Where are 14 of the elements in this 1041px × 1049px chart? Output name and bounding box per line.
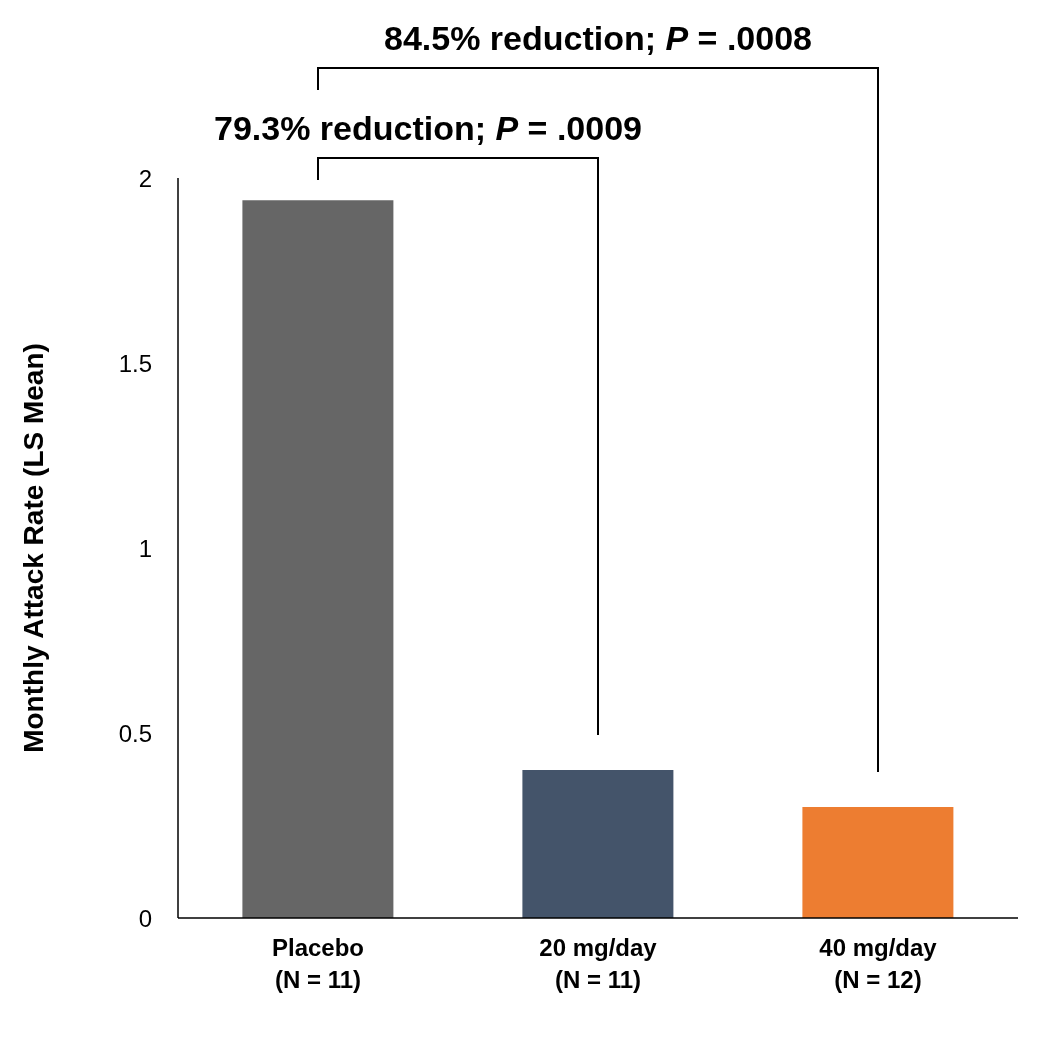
y-tick-label: 1 bbox=[138, 534, 152, 562]
bar bbox=[802, 807, 954, 918]
x-tick-label: 40 mg/day (N = 12) bbox=[819, 934, 938, 993]
text: 84.5% reduction; P = .0008 bbox=[383, 19, 813, 57]
bar bbox=[522, 770, 674, 918]
y-tick-label: 2 bbox=[138, 164, 152, 192]
x-tick-label: 20 mg/day (N = 11) bbox=[539, 934, 658, 993]
text: 79.3% reduction; P = .0009 bbox=[213, 109, 643, 147]
y-axis-title: Monthly Attack Rate (LS Mean) bbox=[17, 343, 49, 753]
y-tick-label: 1.5 bbox=[118, 349, 152, 377]
x-tick-label: Placebo (N = 11) bbox=[271, 934, 365, 993]
y-tick-label: 0.5 bbox=[118, 719, 152, 747]
y-tick-label: 0 bbox=[138, 904, 152, 932]
bar bbox=[242, 200, 394, 918]
